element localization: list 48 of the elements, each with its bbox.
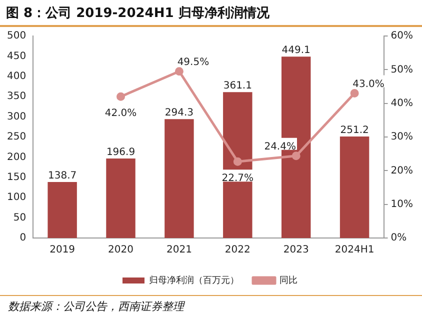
data-label: 49.5% (177, 56, 210, 68)
y2-tick-label: 30% (390, 132, 414, 143)
data-label: 251.2 (340, 125, 369, 136)
y-tick-label: 350 (6, 91, 26, 102)
y2-tick-label: 0% (390, 232, 407, 244)
legend-label: 同比 (280, 274, 298, 286)
y-tick-label: 50 (13, 212, 26, 224)
data-label: 42.0% (104, 108, 137, 120)
x-tick-label: 2020 (108, 244, 134, 256)
data-label: 294.3 (164, 108, 194, 119)
x-tick-label: 2021 (166, 244, 192, 256)
y-tick-label: 150 (6, 172, 26, 183)
y2-tick-label: 50% (390, 64, 414, 76)
y-tick-label: 250 (6, 132, 26, 143)
x-tick-label: 2023 (283, 244, 309, 256)
y-tick-label: 450 (6, 50, 26, 62)
y-tick-label: 300 (6, 111, 26, 122)
y-tick-label: 400 (6, 70, 26, 82)
data-label: 22.7% (222, 173, 254, 184)
bar (340, 136, 370, 238)
y-tick-label: 100 (6, 192, 26, 204)
y-tick-label: 0 (20, 232, 26, 244)
data-label: 24.4% (264, 141, 296, 152)
point (292, 152, 300, 160)
data-label: 361.1 (223, 80, 252, 92)
y2-tick-label: 10% (390, 198, 414, 210)
point (174, 67, 184, 76)
data-label: 449.1 (282, 45, 310, 56)
data-label: 196.9 (106, 147, 136, 158)
source-note: 数据来源：公司公告，西南证券整理 (0, 295, 422, 317)
x-tick-label: 2019 (50, 244, 76, 256)
bar (164, 119, 194, 238)
y2-tick-label: 40% (390, 98, 414, 109)
x-tick-label: 2022 (224, 244, 250, 256)
data-label: 138.7 (48, 170, 77, 182)
bar (106, 158, 136, 238)
legend-label: 归母净利润（百万元） (149, 274, 239, 286)
y-tick-label: 500 (6, 30, 26, 42)
y-tick-label: 200 (6, 152, 26, 163)
chart-title: 图 8：公司 2019-2024H1 归母净利润情况 (0, 0, 422, 27)
bar (48, 182, 77, 238)
x-tick-label: 2024H1 (334, 244, 374, 256)
data-label: 43.0% (352, 78, 384, 90)
y2-tick-label: 20% (390, 165, 414, 176)
point (233, 157, 242, 166)
y2-tick-label: 60% (390, 30, 414, 42)
point (116, 92, 126, 101)
point (350, 88, 359, 98)
